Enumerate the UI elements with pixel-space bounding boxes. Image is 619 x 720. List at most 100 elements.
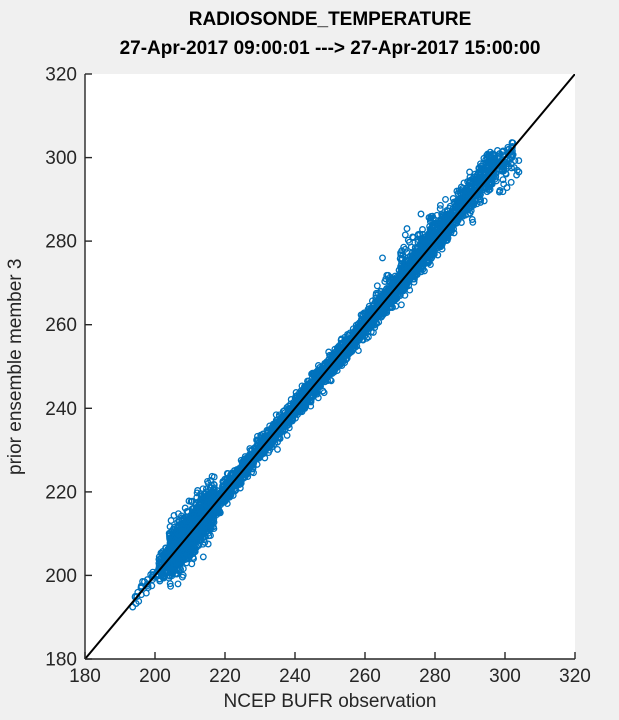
- data-point: [369, 320, 377, 328]
- x-axis-label: NCEP BUFR observation: [223, 691, 437, 712]
- y-axis-label: prior ensemble member 3: [5, 258, 26, 475]
- data-point: [204, 540, 212, 548]
- data-point: [401, 291, 409, 299]
- data-point: [458, 185, 466, 193]
- data-point: [157, 571, 165, 579]
- data-point: [335, 354, 342, 361]
- data-point: [253, 460, 261, 468]
- y-tick-label: 200: [45, 566, 77, 587]
- data-point: [508, 154, 516, 162]
- data-point: [436, 201, 444, 209]
- data-point: [208, 472, 216, 480]
- data-point: [327, 377, 335, 385]
- data-point: [228, 480, 236, 488]
- data-point: [262, 438, 270, 446]
- data-point: [330, 350, 337, 358]
- y-tick-label: 240: [45, 399, 77, 420]
- data-point: [507, 178, 515, 186]
- data-point: [129, 603, 137, 611]
- data-point: [434, 251, 442, 259]
- data-point: [388, 275, 396, 283]
- data-point: [174, 580, 182, 588]
- x-tick-label: 320: [559, 666, 591, 687]
- data-point: [174, 519, 182, 526]
- data-point: [500, 180, 508, 188]
- data-point: [190, 555, 197, 563]
- data-point: [349, 335, 357, 343]
- data-point: [188, 497, 196, 505]
- data-point: [373, 319, 381, 327]
- data-point: [401, 279, 409, 287]
- data-point: [499, 176, 507, 184]
- data-point: [470, 199, 478, 207]
- data-point: [406, 238, 413, 246]
- data-point: [499, 147, 507, 155]
- data-point: [515, 168, 523, 176]
- data-point: [316, 375, 323, 383]
- data-point: [186, 544, 194, 552]
- chart-title: RADIOSONDE_TEMPERATURE: [188, 9, 472, 30]
- data-point: [373, 282, 381, 290]
- data-point: [288, 415, 296, 423]
- data-point: [425, 229, 433, 237]
- data-point: [486, 183, 493, 191]
- data-point: [433, 211, 441, 219]
- data-point: [275, 411, 283, 419]
- data-point: [320, 377, 328, 385]
- data-point: [380, 304, 388, 312]
- data-point: [274, 431, 282, 439]
- data-point: [418, 241, 426, 249]
- data-point: [496, 187, 504, 194]
- x-tick-label: 220: [209, 666, 241, 687]
- data-point: [505, 162, 513, 170]
- axes-spines: [84, 74, 575, 660]
- data-point: [397, 301, 405, 309]
- data-point: [199, 553, 207, 561]
- data-point: [513, 166, 521, 174]
- x-tick-label: 260: [349, 666, 381, 687]
- data-point: [430, 239, 438, 247]
- data-point: [485, 151, 493, 159]
- data-point: [515, 157, 523, 165]
- x-tick-label: 280: [419, 666, 451, 687]
- data-point: [156, 577, 164, 585]
- data-point: [368, 297, 376, 305]
- data-point: [429, 246, 437, 254]
- data-point: [308, 375, 316, 383]
- data-point: [442, 195, 449, 203]
- tick-marks: [84, 73, 576, 660]
- data-point: [199, 530, 207, 538]
- data-point: [442, 210, 450, 218]
- data-point: [397, 249, 405, 257]
- data-point: [477, 196, 485, 204]
- data-point: [492, 177, 500, 185]
- data-point: [366, 315, 374, 323]
- data-point: [354, 347, 362, 355]
- x-tick-label: 300: [489, 666, 521, 687]
- data-point: [167, 552, 175, 560]
- data-point: [237, 478, 245, 486]
- data-point: [210, 480, 218, 488]
- data-point: [436, 205, 444, 213]
- data-point: [165, 574, 173, 582]
- y-tick-label: 300: [45, 148, 77, 169]
- data-point: [274, 445, 281, 453]
- data-point: [248, 468, 256, 476]
- data-point: [182, 534, 190, 542]
- data-point: [413, 271, 421, 279]
- data-point: [183, 559, 190, 567]
- data-point: [367, 328, 375, 336]
- data-point: [196, 500, 204, 508]
- data-point: [180, 522, 188, 530]
- data-point: [194, 534, 202, 542]
- data-point: [397, 284, 405, 292]
- data-point: [401, 231, 409, 239]
- data-point: [166, 523, 174, 531]
- chart-subtitle: 27-Apr-2017 09:00:01 ---> 27-Apr-2017 15…: [119, 38, 541, 59]
- data-point: [166, 532, 173, 540]
- data-point: [193, 538, 201, 546]
- identity-line: [85, 74, 575, 659]
- data-point: [235, 466, 243, 474]
